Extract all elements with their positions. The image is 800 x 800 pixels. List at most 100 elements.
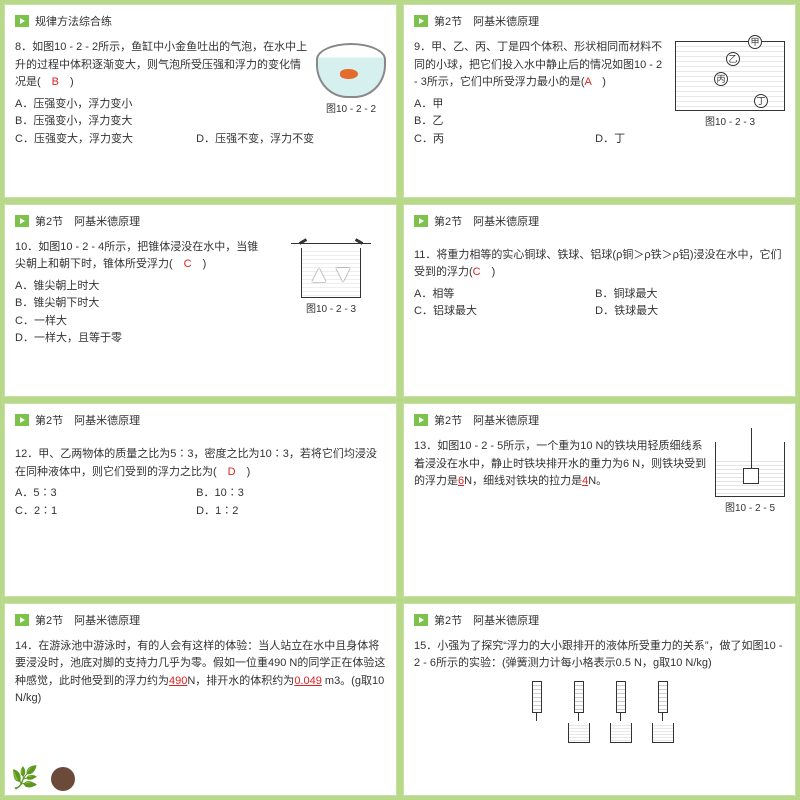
scale-icon (658, 681, 668, 713)
hook-icon (620, 713, 621, 721)
section-title: 第2节 阿基米德原理 (434, 612, 539, 628)
opt-a: A．压强变小，浮力变小 (15, 96, 193, 114)
answer-2: 0.049 (294, 675, 322, 687)
opt-c: C．2∶1 (15, 503, 193, 521)
figure-cones: 图10 - 2 - 3 (276, 243, 386, 315)
section-title: 第2节 阿基米德原理 (35, 412, 140, 428)
ball-b: 乙 (726, 52, 740, 66)
opt-a: A．5∶3 (15, 485, 193, 503)
figure-caption: 图10 - 2 - 5 (715, 499, 785, 514)
section-header: 第2节 阿基米德原理 (414, 412, 785, 428)
tank-icon: 甲 乙 丙 丁 (675, 41, 785, 111)
section-header: 第2节 阿基米德原理 (414, 213, 785, 229)
q-stem: 9．甲、乙、丙、丁是四个体积、形状相同而材料不同的小球，把它们投入水中静止后的情… (414, 41, 662, 88)
section-header: 第2节 阿基米德原理 (15, 213, 386, 229)
opt-d: D．压强不变，浮力不变 (196, 131, 374, 149)
answer: C (184, 258, 192, 270)
section-title: 第2节 阿基米德原理 (35, 612, 140, 628)
figure-fishbowl: 图10 - 2 - 2 (316, 39, 386, 115)
scale-icon (574, 681, 584, 713)
opt-c: C．压强变大，浮力变大 (15, 131, 193, 149)
q-stem: 11．将重力相等的实心铜球、铁球、铝球(ρ铜＞ρ铁＞ρ铝)浸没在水中，它们受到的… (414, 249, 782, 279)
cup-icon (652, 723, 674, 743)
answer: D (228, 466, 236, 478)
spring-scale-1 (523, 681, 551, 743)
opt-a: A．甲 (414, 96, 592, 114)
section-header: 规律方法综合练 (15, 13, 386, 29)
opt-d: D．1∶2 (196, 503, 374, 521)
options: A．5∶3 B．10∶3 C．2∶1 D．1∶2 (15, 485, 386, 520)
card-q12: 第2节 阿基米德原理 12．甲、乙两物体的质量之比为5∶3，密度之比为10∶3，… (4, 403, 397, 597)
section-header: 第2节 阿基米德原理 (15, 612, 386, 628)
hook-icon (578, 713, 579, 721)
section-title: 规律方法综合练 (35, 13, 112, 29)
play-icon (414, 614, 428, 626)
hook-icon (536, 713, 537, 721)
q-tail: ) (236, 466, 251, 478)
spring-scale-4 (649, 681, 677, 743)
play-icon (15, 15, 29, 27)
opt-a: A．相等 (414, 286, 592, 304)
q-mid: N，排开水的体积约为 (187, 675, 294, 687)
cup-icon (568, 723, 590, 743)
hanger-icon (291, 243, 371, 244)
fishbowl-icon (316, 43, 386, 98)
section-title: 第2节 阿基米德原理 (434, 213, 539, 229)
spring-scale-set (414, 681, 785, 743)
beaker2-icon (715, 442, 785, 497)
spring-scale-2 (565, 681, 593, 743)
play-icon (15, 414, 29, 426)
card-q13: 第2节 阿基米德原理 图10 - 2 - 5 13．如图10 - 2 - 5所示… (403, 403, 796, 597)
figure-beaker: 图10 - 2 - 5 (715, 438, 785, 514)
opt-b: B．乙 (414, 113, 592, 131)
scale-icon (616, 681, 626, 713)
q-stem: 10．如图10 - 2 - 4所示，把锥体浸没在水中，当锥尖朝上和朝下时，锥体所… (15, 241, 258, 271)
card-q14: 第2节 阿基米德原理 14．在游泳池中游泳时，有的人会有这样的体验：当人站立在水… (4, 603, 397, 797)
figure-tank: 甲 乙 丙 丁 图10 - 2 - 3 (675, 39, 785, 128)
cone-up-icon (312, 268, 326, 282)
opt-d: D．一样大，且等于零 (15, 330, 386, 348)
ball-a: 甲 (748, 35, 762, 49)
play-icon (15, 614, 29, 626)
fish-icon (340, 69, 358, 79)
ball-c: 丙 (714, 72, 728, 86)
play-icon (414, 15, 428, 27)
answer: B (52, 76, 59, 88)
q-tail: ) (59, 76, 74, 88)
figure-caption: 图10 - 2 - 2 (316, 100, 386, 115)
figure-caption: 图10 - 2 - 3 (675, 113, 785, 128)
options: A．相等 B．铜球最大 C．铝球最大 D．铁球最大 (414, 286, 785, 321)
cup-icon (610, 723, 632, 743)
section-title: 第2节 阿基米德原理 (35, 213, 140, 229)
q-tail: ) (591, 76, 606, 88)
opt-b: B．压强变小，浮力变大 (15, 113, 193, 131)
play-icon (414, 414, 428, 426)
question-text: 12．甲、乙两物体的质量之比为5∶3，密度之比为10∶3，若将它们均浸没在同种液… (15, 446, 386, 520)
thread-icon (751, 428, 752, 468)
section-header: 第2节 阿基米德原理 (414, 13, 785, 29)
figure-caption: 图10 - 2 - 3 (276, 300, 386, 315)
play-icon (15, 215, 29, 227)
answer: C (473, 266, 481, 278)
card-q9: 第2节 阿基米德原理 甲 乙 丙 丁 图10 - 2 - 3 9．甲、乙、丙、丁… (403, 4, 796, 198)
q-mid: N，细线对铁块的拉力是 (464, 475, 582, 487)
section-title: 第2节 阿基米德原理 (434, 412, 539, 428)
opt-c: C．一样大 (15, 313, 386, 331)
question-text: 15．小强为了探究“浮力的大小跟排开的液体所受重力的关系”，做了如图10 - 2… (414, 638, 785, 673)
section-header: 第2节 阿基米德原理 (15, 412, 386, 428)
section-title: 第2节 阿基米德原理 (434, 13, 539, 29)
question-text: 11．将重力相等的实心铜球、铁球、铝球(ρ铜＞ρ铁＞ρ铝)浸没在水中，它们受到的… (414, 247, 785, 321)
plant-icon: 🌿 (11, 765, 38, 791)
card-q10: 第2节 阿基米德原理 图10 - 2 - 3 10．如图10 - 2 - 4所示… (4, 204, 397, 398)
cone-down-icon (336, 268, 350, 282)
opt-d: D．丁 (595, 131, 773, 149)
q-tail: ) (481, 266, 496, 278)
play-icon (414, 215, 428, 227)
card-q8: 规律方法综合练 图10 - 2 - 2 8．如图10 - 2 - 2所示，鱼缸中… (4, 4, 397, 198)
block-icon (743, 468, 759, 484)
scale-icon (532, 681, 542, 713)
answer-1: 490 (169, 675, 187, 687)
card-q15: 第2节 阿基米德原理 15．小强为了探究“浮力的大小跟排开的液体所受重力的关系”… (403, 603, 796, 797)
opt-b: B．铜球最大 (595, 286, 773, 304)
opt-c: C．铝球最大 (414, 303, 592, 321)
